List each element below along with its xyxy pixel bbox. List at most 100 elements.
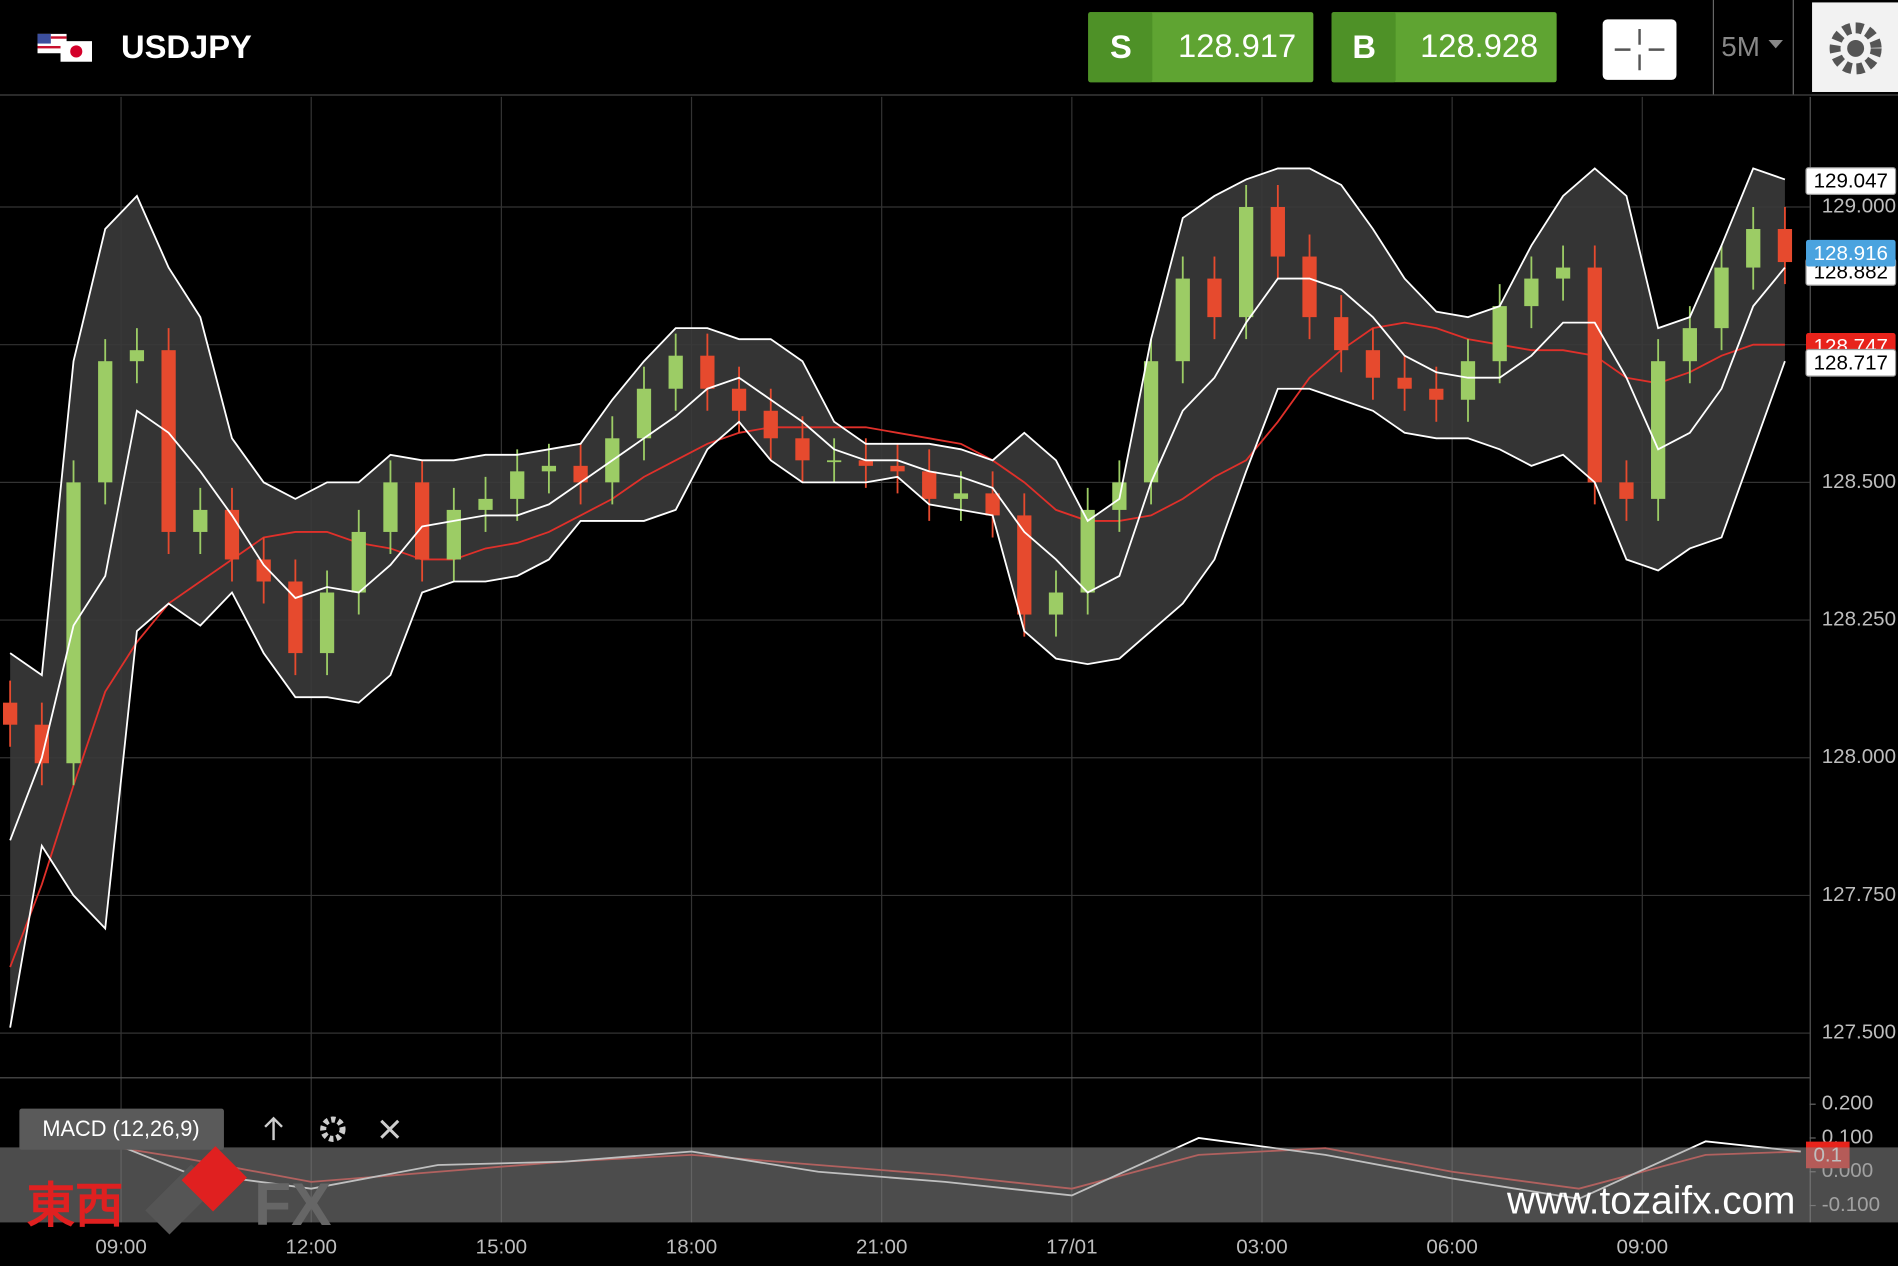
bollinger-lower [9, 360, 1786, 1028]
bollinger-middle [9, 266, 1786, 841]
close-icon[interactable] [380, 1119, 400, 1139]
buy-label[interactable]: B [1352, 28, 1376, 65]
x-tick-label: 12:00 [285, 1235, 336, 1258]
candle-body [383, 482, 398, 532]
watermark-band [0, 1147, 1898, 1223]
candle-body [1239, 206, 1254, 318]
macd-label-bg[interactable] [19, 1108, 224, 1150]
timeframe[interactable]: 5M [1721, 31, 1760, 62]
candle-body [1302, 256, 1317, 318]
candle-body [1048, 592, 1064, 615]
candle-body [668, 355, 683, 389]
sell-label[interactable]: S [1110, 28, 1132, 65]
plot [3, 167, 1793, 1028]
candle-body [1270, 206, 1285, 257]
buy-price[interactable]: 128.928 [1420, 27, 1538, 64]
candle-body [1017, 515, 1032, 615]
candle-body [288, 581, 303, 654]
macd-title[interactable]: MACD (12,26,9) [42, 1116, 199, 1141]
sell-button[interactable]: S 128.917 [1088, 12, 1314, 83]
header: USDJPY S 128.917 B 128.928 5M [0, 0, 1898, 96]
brand-text: 東西 [27, 1179, 124, 1233]
buy-button[interactable]: B 128.928 [1331, 12, 1557, 83]
candle-body [415, 482, 430, 560]
candle-body [1746, 229, 1761, 268]
candle-body [256, 559, 271, 582]
candle-body [953, 493, 969, 499]
us-flag-stripe [37, 45, 67, 49]
candle-body [573, 465, 588, 483]
candle-body [700, 355, 715, 389]
candle-body [827, 460, 842, 463]
candle-body [351, 531, 366, 593]
crosshair-bg[interactable] [1602, 19, 1677, 80]
candle-body [66, 482, 81, 764]
settings-button[interactable] [1812, 2, 1898, 92]
candle-body [795, 438, 810, 461]
crosshair-icon[interactable] [1614, 29, 1665, 71]
candle-body [1080, 509, 1095, 593]
crosshair-button[interactable] [1602, 19, 1677, 80]
candle-body [446, 509, 461, 560]
pair-flags [37, 33, 92, 62]
candle-body [1492, 306, 1507, 362]
bollinger-upper [9, 167, 1786, 677]
x-tick-label: 06:00 [1426, 1235, 1477, 1258]
candle-body [858, 460, 873, 466]
move-up-icon[interactable] [264, 1116, 283, 1141]
candle-body [1714, 267, 1729, 329]
candle-body [1207, 278, 1222, 318]
candle-body [636, 388, 652, 439]
watermark: 東西 FX www.tozaifx.com [27, 1146, 1795, 1238]
jp-flag-sun [70, 45, 83, 58]
buy-button-tab[interactable] [1331, 12, 1396, 83]
y-tick-label: 129.000 [1822, 194, 1896, 217]
candle-body [319, 592, 335, 654]
dropdown-arrow[interactable] [1768, 39, 1784, 49]
price-label-bg [1806, 239, 1896, 267]
candle-body [1555, 267, 1571, 279]
y-tick-label: 128.250 [1822, 607, 1896, 630]
macd-tick-label: 0.200 [1822, 1092, 1873, 1115]
timeframe-selector[interactable]: 5M [1721, 31, 1784, 62]
candle-body [129, 350, 145, 362]
gear-hub[interactable] [1847, 39, 1865, 57]
candle-body [193, 509, 208, 532]
y-tick-label: 128.000 [1822, 745, 1896, 768]
candle-body [478, 498, 493, 510]
candle-body [731, 388, 747, 411]
y-tick-label: 127.500 [1822, 1021, 1896, 1044]
candle-body [161, 350, 176, 532]
us-flag-stripe [50, 36, 67, 39]
x-tick-label: 09:00 [1617, 1235, 1668, 1258]
candle-body [1334, 317, 1349, 351]
axis: 09:00 12:00 15:00 18:00 21:00 17/01 03:00 06:00… [95, 167, 1897, 1258]
y-tick-label: 127.750 [1822, 883, 1896, 906]
sell-button-tab[interactable] [1088, 12, 1153, 83]
candle-body [1397, 377, 1412, 389]
sell-price[interactable]: 128.917 [1178, 27, 1296, 64]
y-tick-label: 128.500 [1822, 470, 1896, 493]
candle-body [1682, 328, 1697, 362]
candle-body [1524, 278, 1539, 307]
bollinger-fill [10, 168, 1785, 1028]
candle-body [763, 410, 778, 439]
settings-icon[interactable] [320, 1116, 346, 1142]
candle-body [985, 493, 1000, 516]
logo-text: FX [254, 1170, 331, 1238]
candle-body [1651, 361, 1666, 499]
candle-body [541, 465, 557, 472]
candle-body [98, 361, 113, 483]
x-tick-label: 18:00 [666, 1235, 717, 1258]
us-flag-canton [37, 33, 51, 44]
price-label: 129.047 [1814, 170, 1888, 193]
x-tick-label: 03:00 [1236, 1235, 1287, 1258]
gear-icon[interactable] [1829, 22, 1882, 75]
x-tick-label: 17/01 [1046, 1235, 1097, 1258]
candle-body [1460, 361, 1476, 400]
candle-body [890, 465, 905, 472]
candle-body [1365, 350, 1381, 378]
price-label-bg [1805, 167, 1897, 196]
price-label-bg [1805, 348, 1897, 377]
